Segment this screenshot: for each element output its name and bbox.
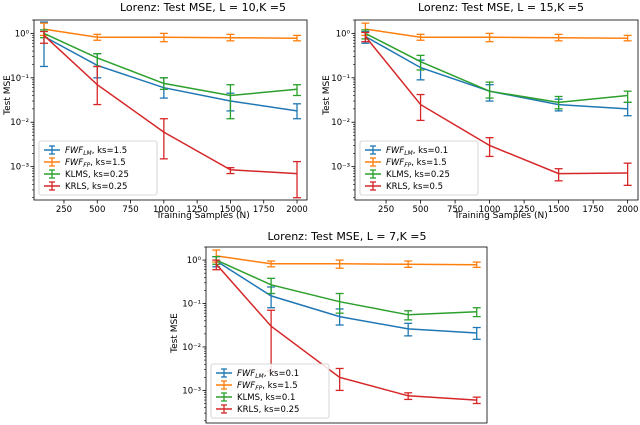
series-line: [43, 32, 298, 97]
series-fwf-lm: [361, 30, 632, 117]
y-tick-label: 10⁻²: [10, 118, 29, 128]
legend-label: KRLS, ks=0.25: [65, 182, 127, 192]
series-line: [43, 35, 298, 112]
chart-title: Lorenz: Test MSE, L = 7,K =5: [268, 230, 427, 243]
y-tick-label: 10⁻³: [331, 163, 350, 173]
y-tick-label: 10⁻³: [10, 163, 29, 173]
y-tick-label: 10⁻¹: [182, 300, 201, 310]
legend-label: FWFLM, ks=1.5: [65, 146, 127, 157]
legend-label: FWFFP, ks=1.5: [237, 381, 298, 392]
chart-title: Lorenz: Test MSE, L = 15,K =5: [418, 1, 584, 14]
x-tick-label: 1000: [479, 205, 501, 215]
series-line: [364, 36, 628, 175]
x-tick-label: 250: [56, 205, 72, 215]
legend-label: KLMS, ks=0.25: [65, 170, 129, 180]
series-fwf-fp: [212, 249, 481, 269]
y-tick-label: 10⁻¹: [331, 74, 350, 84]
x-tick-label: 500: [89, 205, 105, 215]
legend-item: KLMS, ks=0.25: [365, 169, 450, 180]
series-line: [215, 260, 477, 334]
x-tick-label: 500: [412, 205, 428, 215]
series-krls: [361, 31, 632, 186]
y-tick-label: 10⁰: [187, 256, 202, 266]
legend-label: FWFLM, ks=0.1: [237, 369, 299, 380]
legend-label: KLMS, ks=0.25: [386, 170, 450, 180]
series-fwf-lm: [212, 255, 481, 340]
series-line: [216, 255, 477, 266]
x-tick-label: 1750: [253, 205, 275, 215]
legend-item: KRLS, ks=0.25: [44, 181, 127, 192]
legend-label: KLMS, ks=0.1: [237, 393, 295, 403]
legend-item: KRLS, ks=0.25: [216, 404, 299, 415]
x-tick-label: 1250: [513, 205, 535, 215]
axes-frame: [205, 246, 488, 424]
legend-item: FWFLM, ks=1.5: [44, 145, 127, 157]
chart-panel-top-left: Lorenz: Test MSE, L = 10,K =5 Test MSE T…: [3, 1, 308, 221]
series-line: [365, 28, 628, 39]
legend-item: FWFLM, ks=0.1: [216, 368, 299, 380]
y-tick-label: 10⁻³: [182, 386, 201, 396]
series-line: [215, 259, 477, 316]
series-klms: [361, 29, 632, 110]
series-fwf-fp: [39, 22, 302, 43]
legend-box: [210, 363, 330, 419]
x-axis-label: Training Samples (N): [453, 211, 547, 221]
x-tick-label: 250: [378, 205, 394, 215]
x-tick-label: 750: [122, 205, 138, 215]
series-line: [43, 28, 298, 39]
y-tick-label: 10⁻²: [182, 343, 201, 353]
plot-area: 10⁰ 10⁻¹ 10⁻² 10⁻³ 250 500 750 1000 1250 1500 1750…: [10, 19, 308, 215]
legend-label: KRLS, ks=0.5: [386, 182, 443, 192]
y-axis-label: Test MSE: [3, 75, 13, 116]
x-tick-label: 1750: [582, 205, 604, 215]
legend-item: FWFFP, ks=1.5: [216, 380, 298, 392]
y-axis-label: Test MSE: [170, 313, 180, 354]
series-klms: [212, 255, 481, 321]
legend-item: KLMS, ks=0.1: [216, 392, 295, 403]
axes-frame: [33, 19, 308, 201]
series-line: [365, 32, 628, 104]
x-tick-label: 1000: [153, 205, 175, 215]
legend-item: FWFFP, ks=1.5: [44, 157, 126, 169]
y-axis-label: Test MSE: [322, 75, 332, 116]
legend-item: FWFFP, ks=1.5: [365, 157, 447, 169]
legend-label: FWFLM, ks=0.1: [386, 146, 448, 157]
y-tick-label: 10⁻²: [331, 118, 350, 128]
legend-item: KLMS, ks=0.25: [44, 169, 129, 180]
series-klms: [39, 29, 302, 120]
legend-item: KRLS, ks=0.5: [365, 181, 443, 192]
legend-label: FWFFP, ks=1.5: [65, 158, 126, 169]
x-tick-label: 1250: [186, 205, 208, 215]
series-krls: [212, 259, 481, 405]
series-line: [215, 263, 477, 401]
x-tick-label: 1500: [220, 205, 242, 215]
plot-area: 10⁰ 10⁻¹ 10⁻² 10⁻³ 250 500 750 1000 1250 1500 1750…: [331, 19, 639, 215]
series-fwf-fp: [361, 22, 632, 43]
y-tick-label: 10⁰: [15, 29, 30, 39]
chart-panel-top-right: Lorenz: Test MSE, L = 15,K =5 Test MSE T…: [322, 1, 638, 221]
series-line: [365, 35, 628, 110]
legend-box: [38, 140, 158, 196]
legend-box: [359, 140, 479, 196]
legend-label: FWFFP, ks=1.5: [386, 158, 447, 169]
x-tick-label: 1500: [548, 205, 570, 215]
x-tick-label: 750: [447, 205, 463, 215]
x-tick-label: 2000: [286, 205, 308, 215]
x-axis-label: Training Samples (N): [155, 211, 249, 221]
series-krls: [39, 30, 302, 199]
x-tick-label: 2000: [617, 205, 639, 215]
legend-label: KRLS, ks=0.25: [237, 405, 299, 415]
chart-panel-bottom: Lorenz: Test MSE, L = 7,K =5 Test MSE 10…: [170, 230, 488, 424]
axes-frame: [354, 19, 639, 201]
y-tick-label: 10⁻¹: [10, 74, 29, 84]
series-line: [43, 34, 298, 175]
y-tick-label: 10⁰: [336, 29, 351, 39]
chart-title: Lorenz: Test MSE, L = 10,K =5: [120, 1, 286, 14]
legend-item: FWFLM, ks=0.1: [365, 145, 448, 157]
